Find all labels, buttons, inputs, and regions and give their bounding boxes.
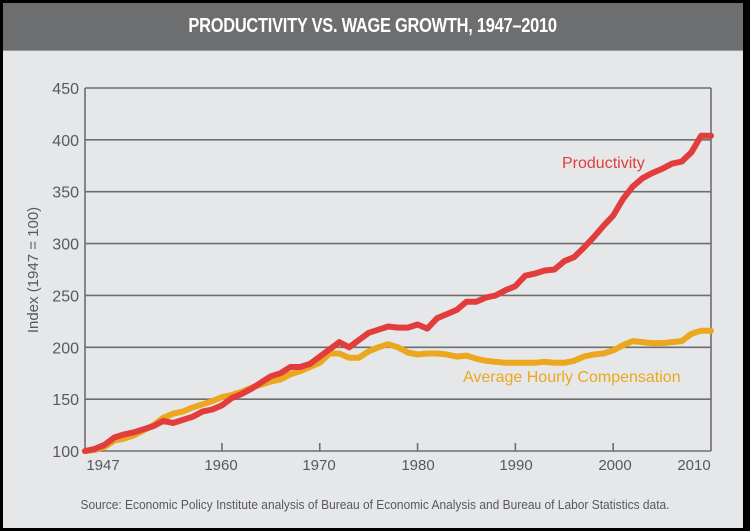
y-tick-label: 200 bbox=[52, 340, 79, 357]
x-tick-label: 2000 bbox=[598, 457, 631, 474]
x-tick-label: 1947 bbox=[86, 457, 119, 474]
y-tick-label: 150 bbox=[52, 392, 79, 409]
y-axis-label: Index (1947 = 100) bbox=[25, 207, 42, 333]
compensation-label: Average Hourly Compensation bbox=[463, 369, 681, 386]
y-axis-ticks: 100 150 200 250 300 350 400 450 bbox=[52, 81, 79, 461]
chart-title: PRODUCTIVITY VS. WAGE GROWTH, 1947–2010 bbox=[188, 15, 558, 37]
y-tick-label: 450 bbox=[52, 81, 79, 98]
y-tick-label: 300 bbox=[52, 237, 79, 254]
y-tick-label: 350 bbox=[52, 185, 79, 202]
grid bbox=[84, 87, 712, 452]
x-tick-label: 1990 bbox=[499, 457, 532, 474]
x-tick-label: 1970 bbox=[302, 457, 335, 474]
source-note: Source: Economic Policy Institute analys… bbox=[80, 497, 670, 512]
series-lines bbox=[82, 132, 714, 454]
x-tick-label: 1960 bbox=[204, 457, 237, 474]
y-tick-label: 100 bbox=[52, 444, 79, 461]
x-axis-ticks: 1947 1960 1970 1980 1990 2000 2010 bbox=[86, 443, 711, 474]
y-tick-label: 250 bbox=[52, 288, 79, 305]
x-tick-label: 2010 bbox=[677, 457, 710, 474]
x-tick-label: 1980 bbox=[401, 457, 434, 474]
productivity-line bbox=[82, 132, 714, 454]
productivity-label: Productivity bbox=[562, 155, 645, 172]
compensation-line bbox=[82, 327, 714, 454]
y-tick-label: 400 bbox=[52, 133, 79, 150]
title-bar: PRODUCTIVITY VS. WAGE GROWTH, 1947–2010 bbox=[3, 3, 743, 51]
